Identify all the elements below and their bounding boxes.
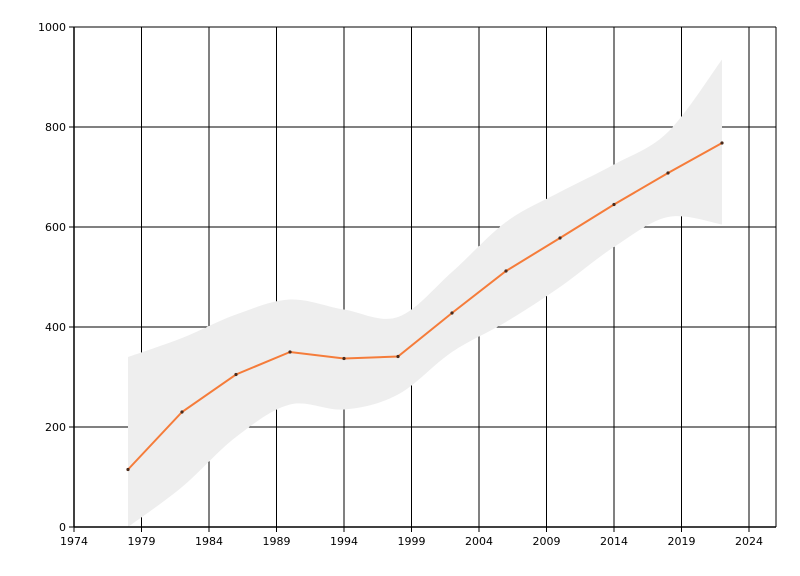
data-point xyxy=(450,311,454,315)
x-tick-label: 2004 xyxy=(465,535,493,548)
data-points xyxy=(126,141,724,472)
x-tick-label: 2019 xyxy=(668,535,696,548)
x-tick-label: 1999 xyxy=(398,535,426,548)
x-tick-label: 2009 xyxy=(533,535,561,548)
y-tick-label: 0 xyxy=(59,521,66,534)
y-tick-label: 1000 xyxy=(38,21,66,34)
x-tick-label: 2024 xyxy=(735,535,763,548)
x-tick-label: 2014 xyxy=(600,535,628,548)
y-tick-label: 600 xyxy=(45,221,66,234)
data-point xyxy=(612,202,616,207)
data-point xyxy=(288,350,292,354)
series-line-layer xyxy=(127,142,723,471)
series-line xyxy=(127,142,723,471)
confidence-band xyxy=(128,59,722,527)
y-tick-label: 200 xyxy=(45,421,66,434)
x-axis-ticks: 1974 1979 1984 1989 1994 1999 2004 2009 2014 2019… xyxy=(60,527,763,548)
axes xyxy=(73,27,776,528)
x-tick-label: 1989 xyxy=(263,535,291,548)
data-point xyxy=(126,467,130,472)
confidence-band-area xyxy=(128,59,722,527)
x-tick-label: 1974 xyxy=(60,535,88,548)
y-tick-label: 800 xyxy=(45,121,66,134)
data-point xyxy=(234,372,238,377)
x-tick-label: 1979 xyxy=(128,535,156,548)
x-tick-label: 1994 xyxy=(330,535,358,548)
y-tick-label: 400 xyxy=(45,321,66,334)
data-point xyxy=(720,141,724,145)
y-axis-ticks: 0 200 400 600 800 1000 xyxy=(38,21,74,534)
data-point xyxy=(558,236,562,240)
data-point xyxy=(504,269,508,273)
data-point xyxy=(342,356,346,361)
x-tick-label: 1984 xyxy=(195,535,223,548)
data-point xyxy=(180,410,184,414)
data-point xyxy=(396,354,400,359)
data-point xyxy=(666,171,670,175)
